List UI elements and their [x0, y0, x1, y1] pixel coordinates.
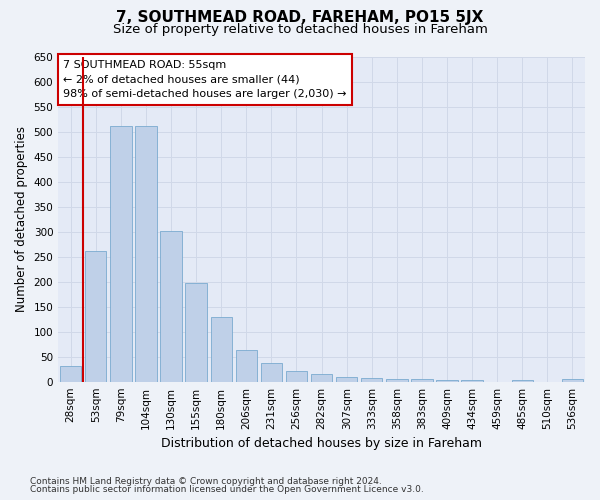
Text: 7 SOUTHMEAD ROAD: 55sqm
← 2% of detached houses are smaller (44)
98% of semi-det: 7 SOUTHMEAD ROAD: 55sqm ← 2% of detached… [64, 60, 347, 100]
Y-axis label: Number of detached properties: Number of detached properties [15, 126, 28, 312]
Bar [110, 126, 131, 382]
Bar [261, 362, 282, 382]
Bar [336, 376, 358, 382]
Bar [85, 250, 106, 382]
Bar [461, 380, 483, 382]
Text: 7, SOUTHMEAD ROAD, FAREHAM, PO15 5JX: 7, SOUTHMEAD ROAD, FAREHAM, PO15 5JX [116, 10, 484, 25]
Bar [136, 126, 157, 382]
X-axis label: Distribution of detached houses by size in Fareham: Distribution of detached houses by size … [161, 437, 482, 450]
Bar [512, 380, 533, 382]
Bar [160, 230, 182, 382]
Bar [436, 380, 458, 382]
Bar [286, 370, 307, 382]
Text: Contains public sector information licensed under the Open Government Licence v3: Contains public sector information licen… [30, 485, 424, 494]
Text: Contains HM Land Registry data © Crown copyright and database right 2024.: Contains HM Land Registry data © Crown c… [30, 477, 382, 486]
Bar [386, 378, 407, 382]
Text: Size of property relative to detached houses in Fareham: Size of property relative to detached ho… [113, 22, 487, 36]
Bar [361, 378, 382, 382]
Bar [60, 366, 82, 382]
Bar [211, 316, 232, 382]
Bar [411, 378, 433, 382]
Bar [562, 378, 583, 382]
Bar [185, 283, 207, 382]
Bar [311, 374, 332, 382]
Bar [236, 350, 257, 382]
